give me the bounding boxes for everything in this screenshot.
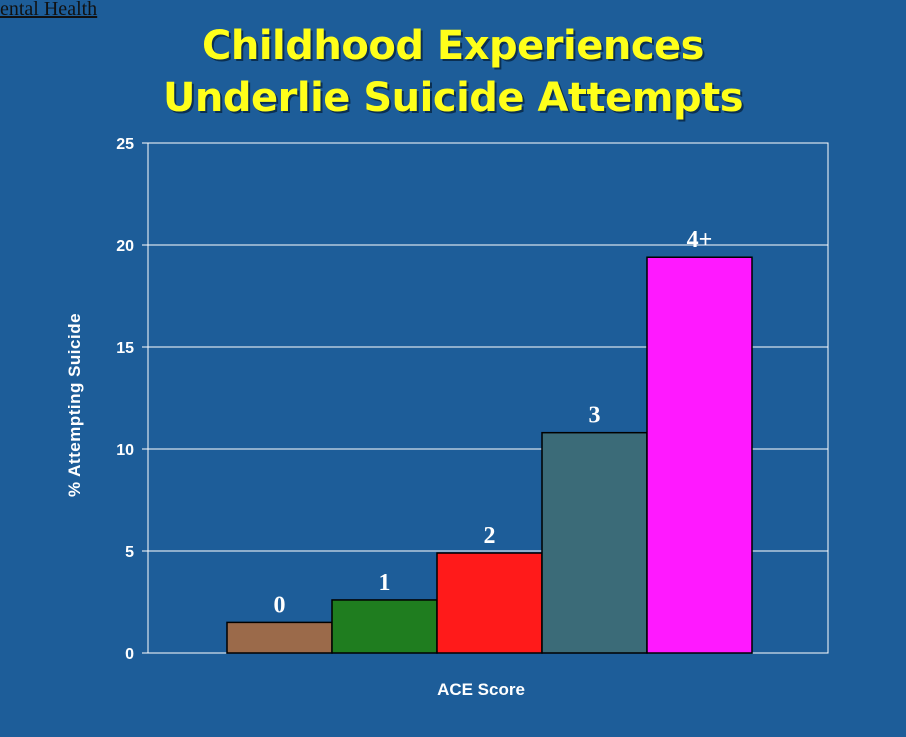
y-tick-label: 0	[125, 646, 134, 663]
header-link[interactable]: ental Health	[0, 0, 98, 20]
bar-2	[436, 552, 543, 654]
chart-title-line-1: Childhood Experiences	[202, 23, 704, 69]
data-label: 2	[484, 523, 496, 549]
y-tick-label: 15	[116, 340, 134, 357]
chart-title-line-2: Underlie Suicide Attempts	[162, 75, 744, 121]
data-label: 0	[274, 592, 286, 618]
bar-1	[331, 599, 438, 654]
data-label: 3	[589, 403, 601, 429]
y-tick-label: 5	[125, 544, 134, 561]
y-tick-label: 20	[116, 238, 134, 255]
data-label: 4+	[687, 227, 713, 253]
bar-0	[226, 621, 333, 654]
bar-3	[541, 431, 648, 654]
y-tick-label: 10	[116, 442, 134, 459]
y-tick-label: 25	[116, 136, 134, 153]
data-label: 1	[379, 570, 391, 596]
bar-4+	[646, 256, 753, 654]
x-axis-label: ACE Score	[437, 680, 525, 699]
chart-title: Childhood Experiences Underlie Suicide A…	[0, 20, 906, 124]
